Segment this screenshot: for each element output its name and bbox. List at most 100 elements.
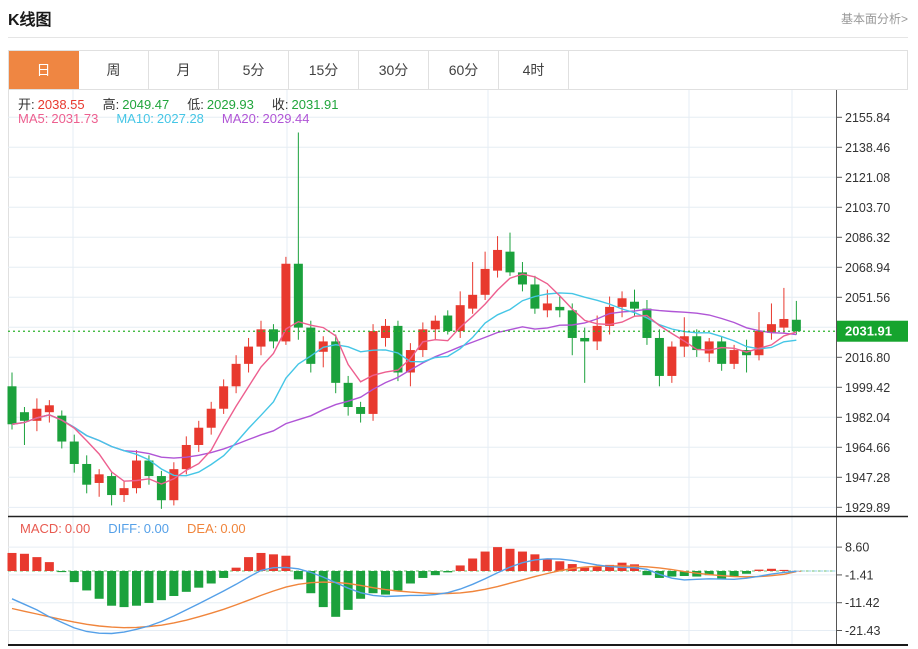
diff-label: DIFF: [108, 521, 141, 536]
candle [256, 329, 266, 347]
macd-bar [667, 571, 677, 577]
candle [791, 319, 801, 332]
macd-bar [231, 567, 241, 571]
macd-bar [468, 558, 478, 571]
macd-bar [94, 571, 104, 599]
candle [605, 306, 615, 326]
dea-label: DEA: [187, 521, 218, 536]
macd-bar [268, 554, 278, 571]
candle [169, 469, 179, 501]
candle [194, 427, 204, 445]
ma5-value: 2031.73 [51, 111, 99, 126]
kline-chart-svg[interactable]: 2155.84 2138.46 2121.08 2103.70 2086.32 2068.… [0, 90, 918, 649]
candle [343, 382, 353, 408]
macd-bar [592, 566, 602, 571]
candle [281, 263, 291, 342]
macd-bar [704, 571, 714, 576]
header-divider [8, 37, 908, 38]
macd-bar [742, 571, 752, 574]
candle [505, 251, 515, 273]
macd-bar [69, 571, 79, 583]
ma5-line [11, 273, 797, 485]
macd-bar [57, 571, 67, 573]
macd-bar [480, 551, 490, 571]
current-price-badge-label: 2031.91 [845, 324, 892, 339]
macd-bar [717, 571, 727, 579]
candle [493, 249, 503, 271]
candle [567, 310, 577, 338]
candle [156, 476, 166, 501]
candle [617, 298, 627, 307]
candle [779, 318, 789, 328]
diff-line [11, 558, 797, 635]
macd-value: 0.00 [64, 521, 91, 536]
candle [331, 341, 341, 383]
macd-bar [331, 571, 341, 617]
ma20-line [11, 308, 797, 459]
tab-week[interactable]: 周 [79, 51, 149, 89]
macd-bar [194, 571, 204, 588]
candle [642, 308, 652, 338]
tab-60min[interactable]: 60分 [429, 51, 499, 89]
macd-bar [343, 571, 353, 610]
y-axis-label: 2138.46 [845, 141, 890, 155]
candle [107, 476, 117, 496]
y-axis-label: 1982.04 [845, 411, 890, 425]
macd-bar [132, 571, 141, 606]
candle [468, 294, 478, 309]
candle [19, 412, 29, 421]
macd-values-row: MACD: 0.00 DIFF: 0.00 DEA: 0.00 [20, 521, 246, 536]
candle [381, 325, 390, 338]
candle [206, 408, 216, 428]
tab-strip-filler [569, 51, 907, 89]
candle [44, 405, 54, 413]
dea-value: 0.00 [220, 521, 246, 536]
macd-bar [219, 571, 229, 578]
open-label: 开: [18, 97, 35, 112]
macd-bar [729, 571, 739, 577]
tab-30min[interactable]: 30分 [359, 51, 429, 89]
y-axis-label: 2016.80 [845, 351, 890, 365]
macd-bar [580, 567, 590, 571]
macd-bar [393, 571, 403, 591]
candle [306, 327, 316, 364]
tab-month[interactable]: 月 [149, 51, 219, 89]
high-value: 2049.47 [122, 97, 170, 112]
tab-5min[interactable]: 5分 [219, 51, 289, 89]
candle [704, 341, 714, 354]
ma20-label: MA20: [221, 111, 260, 126]
candle [268, 329, 278, 342]
tab-15min[interactable]: 15分 [289, 51, 359, 89]
candle [57, 415, 67, 442]
page-title: K线图 [8, 12, 52, 29]
fundamental-analysis-link[interactable]: 基本面分析> [840, 12, 908, 26]
candle [754, 331, 764, 356]
macd-bar [605, 564, 615, 571]
macd-bar [107, 571, 117, 606]
macd-bar [181, 571, 191, 592]
candle [368, 331, 378, 414]
high-label: 高: [102, 97, 120, 112]
ma5-label: MA5: [18, 111, 49, 126]
candle [132, 460, 141, 489]
tab-day[interactable]: 日 [9, 51, 79, 89]
y-axis-label: 2155.84 [845, 111, 890, 125]
candle [580, 337, 590, 342]
tab-4hour[interactable]: 4时 [499, 51, 569, 89]
macd-bar [754, 569, 764, 571]
candle [7, 386, 17, 425]
candle [231, 363, 241, 387]
macd-bar [517, 551, 527, 571]
candle [717, 341, 727, 364]
current-price-badge [837, 320, 908, 342]
macd-bar [766, 568, 776, 571]
candle [82, 463, 92, 485]
candle [592, 325, 602, 342]
y-axis-label: 2051.56 [845, 291, 890, 305]
macd-bar [405, 571, 415, 584]
macd-bar [418, 571, 428, 578]
macd-bar [281, 555, 291, 571]
macd-axis-label: 8.60 [845, 541, 869, 555]
candle [119, 488, 129, 496]
